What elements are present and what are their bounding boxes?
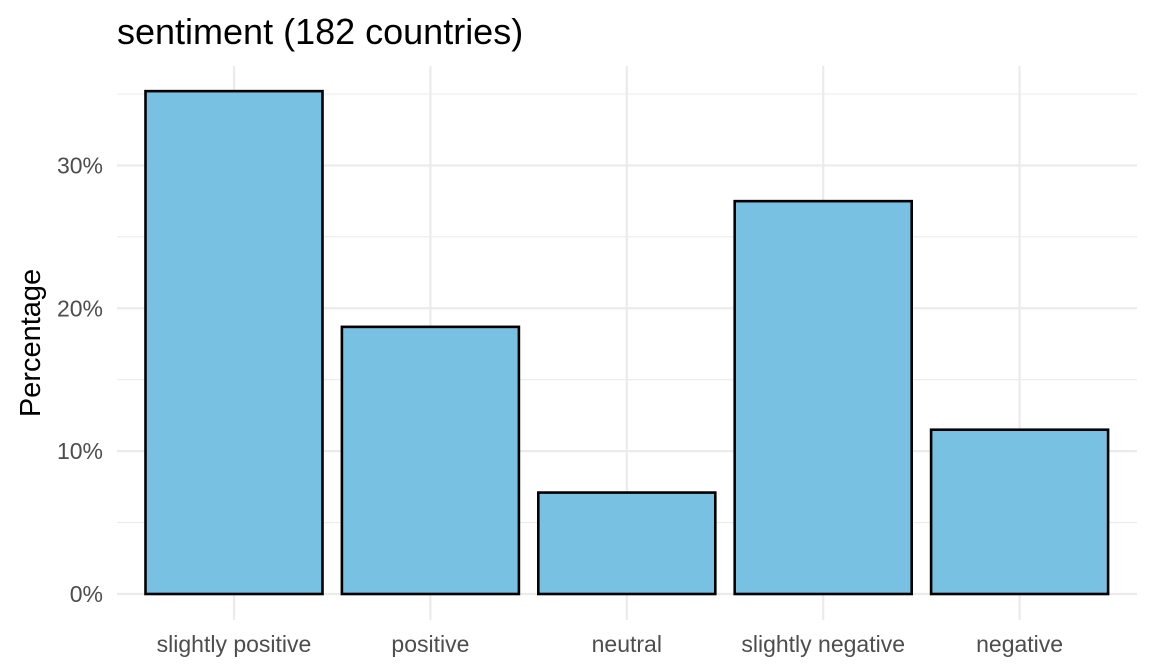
y-tick-label: 10% xyxy=(57,438,103,464)
chart-title: sentiment (182 countries) xyxy=(117,11,523,52)
bar-neutral xyxy=(536,491,717,596)
x-tick-label: slightly positive xyxy=(157,631,312,657)
y-tick-label: 30% xyxy=(57,152,103,178)
bar-negative xyxy=(929,428,1110,596)
x-tick-label: positive xyxy=(391,631,469,657)
bar-positive xyxy=(340,325,521,596)
x-tick-label: neutral xyxy=(592,631,662,657)
bar-slightly-negative xyxy=(733,199,914,596)
bar-slightly-positive xyxy=(144,89,324,596)
x-tick-label: slightly negative xyxy=(741,631,905,657)
bars xyxy=(144,89,1110,596)
y-tick-label: 20% xyxy=(57,295,103,321)
y-axis-ticks: 0% 10% 20% 30% xyxy=(57,152,103,607)
x-axis-ticks: slightly positive positive neutral slightly… xyxy=(157,631,1063,657)
x-tick-label: negative xyxy=(976,631,1063,657)
y-tick-label: 0% xyxy=(70,581,103,607)
y-axis-title: Percentage xyxy=(15,269,47,417)
